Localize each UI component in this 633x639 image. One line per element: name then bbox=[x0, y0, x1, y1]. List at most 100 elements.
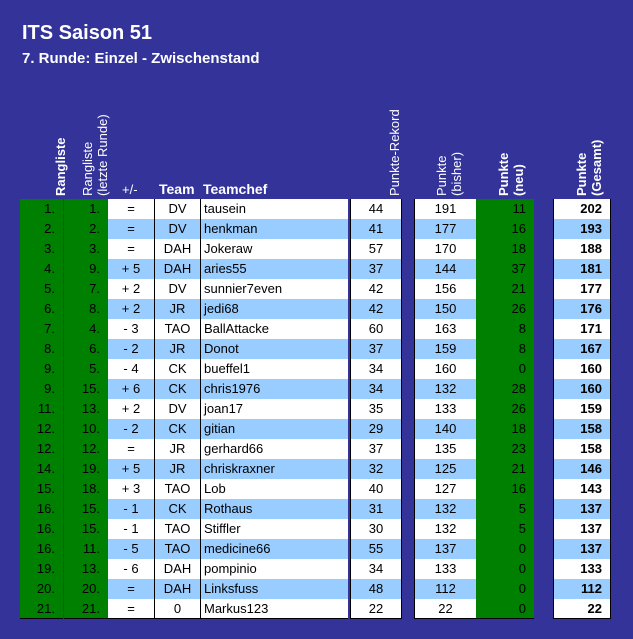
cell-rekord: 32 bbox=[350, 459, 402, 479]
cell-rekord: 37 bbox=[350, 259, 402, 279]
cell-team: DAH bbox=[154, 559, 200, 579]
cell-gesamt: 177 bbox=[553, 279, 611, 299]
cell-neu: 0 bbox=[476, 539, 534, 559]
cell-teamchef: sunnier7even bbox=[200, 279, 348, 299]
cell-rank: 16. bbox=[20, 519, 63, 539]
cell-neu: 26 bbox=[476, 399, 534, 419]
cell-prev-rank: 10. bbox=[64, 419, 108, 439]
cell-prev-rank: 2. bbox=[64, 219, 108, 239]
cell-prev-rank: 13. bbox=[64, 559, 108, 579]
cell-diff: + 6 bbox=[108, 379, 154, 399]
header-bisher-line2: (bisher) bbox=[449, 151, 464, 196]
cell-neu: 16 bbox=[476, 219, 534, 239]
cell-team: TAO bbox=[154, 519, 200, 539]
cell-teamchef: henkman bbox=[200, 219, 348, 239]
cell-rank: 11. bbox=[20, 399, 63, 419]
cell-rank: 20. bbox=[20, 579, 63, 599]
table-row: 14. 19. + 5 JR chriskraxner 32 125 21 146 bbox=[0, 459, 633, 479]
cell-prev-rank: 20. bbox=[64, 579, 108, 599]
table-row: 3. 3. = DAH Jokeraw 57 170 18 188 bbox=[0, 239, 633, 259]
cell-team: DV bbox=[154, 219, 200, 239]
cell-rekord: 29 bbox=[350, 419, 402, 439]
cell-gesamt: 160 bbox=[553, 359, 611, 379]
cell-teamchef: Lob bbox=[200, 479, 348, 499]
header-rangliste-letzte-line1: Rangliste bbox=[80, 141, 95, 196]
table-row: 8. 6. - 2 JR Donot 37 159 8 167 bbox=[0, 339, 633, 359]
cell-gesamt: 146 bbox=[553, 459, 611, 479]
cell-neu: 28 bbox=[476, 379, 534, 399]
table-row: 9. 5. - 4 CK bueffel1 34 160 0 160 bbox=[0, 359, 633, 379]
cell-rekord: 34 bbox=[350, 359, 402, 379]
cell-neu: 21 bbox=[476, 279, 534, 299]
cell-teamchef: joan17 bbox=[200, 399, 348, 419]
cell-teamchef: tausein bbox=[200, 199, 348, 219]
cell-rekord: 42 bbox=[350, 299, 402, 319]
cell-neu: 8 bbox=[476, 319, 534, 339]
cell-rank: 8. bbox=[20, 339, 63, 359]
cell-team: CK bbox=[154, 379, 200, 399]
cell-bisher: 177 bbox=[414, 219, 476, 239]
cell-rekord: 41 bbox=[350, 219, 402, 239]
cell-diff: + 2 bbox=[108, 279, 154, 299]
cell-bisher: 150 bbox=[414, 299, 476, 319]
table-row: 11. 13. + 2 DV joan17 35 133 26 159 bbox=[0, 399, 633, 419]
table-row: 21. 21. = 0 Markus123 22 22 0 22 bbox=[0, 599, 633, 619]
cell-diff: - 6 bbox=[108, 559, 154, 579]
header-gesamt-line1: Punkte bbox=[574, 152, 589, 196]
cell-team: CK bbox=[154, 499, 200, 519]
cell-gesamt: 143 bbox=[553, 479, 611, 499]
cell-prev-rank: 19. bbox=[64, 459, 108, 479]
cell-gesamt: 159 bbox=[553, 399, 611, 419]
cell-prev-rank: 13. bbox=[64, 399, 108, 419]
cell-prev-rank: 18. bbox=[64, 479, 108, 499]
table-row: 19. 13. - 6 DAH pompinio 34 133 0 133 bbox=[0, 559, 633, 579]
cell-gesamt: 137 bbox=[553, 519, 611, 539]
cell-diff: - 2 bbox=[108, 339, 154, 359]
table-row: 20. 20. = DAH Linksfuss 48 112 0 112 bbox=[0, 579, 633, 599]
cell-bisher: 159 bbox=[414, 339, 476, 359]
cell-gesamt: 181 bbox=[553, 259, 611, 279]
cell-team: DV bbox=[154, 399, 200, 419]
cell-team: TAO bbox=[154, 539, 200, 559]
cell-prev-rank: 21. bbox=[64, 599, 108, 619]
cell-gesamt: 176 bbox=[553, 299, 611, 319]
header-teamchef: Teamchef bbox=[203, 181, 268, 197]
table-row: 1. 1. = DV tausein 44 191 11 202 bbox=[0, 199, 633, 219]
table-row: 16. 11. - 5 TAO medicine66 55 137 0 137 bbox=[0, 539, 633, 559]
cell-prev-rank: 12. bbox=[64, 439, 108, 459]
cell-prev-rank: 11. bbox=[64, 539, 108, 559]
header-bisher-line1: Punkte bbox=[434, 155, 449, 196]
cell-bisher: 125 bbox=[414, 459, 476, 479]
cell-prev-rank: 15. bbox=[64, 519, 108, 539]
header-rangliste: Rangliste bbox=[28, 26, 68, 196]
cell-neu: 0 bbox=[476, 599, 534, 619]
cell-rank: 15. bbox=[20, 479, 63, 499]
cell-rank: 14. bbox=[20, 459, 63, 479]
cell-diff: = bbox=[108, 239, 154, 259]
cell-neu: 11 bbox=[476, 199, 534, 219]
cell-teamchef: medicine66 bbox=[200, 539, 348, 559]
cell-bisher: 127 bbox=[414, 479, 476, 499]
cell-rekord: 42 bbox=[350, 279, 402, 299]
cell-diff: - 4 bbox=[108, 359, 154, 379]
cell-team: CK bbox=[154, 419, 200, 439]
cell-team: DV bbox=[154, 279, 200, 299]
cell-neu: 5 bbox=[476, 499, 534, 519]
cell-neu: 26 bbox=[476, 299, 534, 319]
cell-rank: 4. bbox=[20, 259, 63, 279]
cell-prev-rank: 9. bbox=[64, 259, 108, 279]
cell-rank: 19. bbox=[20, 559, 63, 579]
cell-teamchef: jedi68 bbox=[200, 299, 348, 319]
header-gesamt: Punkte (Gesamt) bbox=[564, 26, 604, 196]
header-neu-line1: Punkte bbox=[496, 152, 511, 196]
cell-teamchef: gitian bbox=[200, 419, 348, 439]
page-subtitle: 7. Runde: Einzel - Zwischenstand bbox=[22, 50, 260, 67]
header-bisher: Punkte (bisher) bbox=[424, 26, 464, 196]
cell-gesamt: 22 bbox=[553, 599, 611, 619]
cell-team: CK bbox=[154, 359, 200, 379]
cell-teamchef: bueffel1 bbox=[200, 359, 348, 379]
cell-neu: 37 bbox=[476, 259, 534, 279]
cell-prev-rank: 15. bbox=[64, 379, 108, 399]
cell-neu: 0 bbox=[476, 559, 534, 579]
